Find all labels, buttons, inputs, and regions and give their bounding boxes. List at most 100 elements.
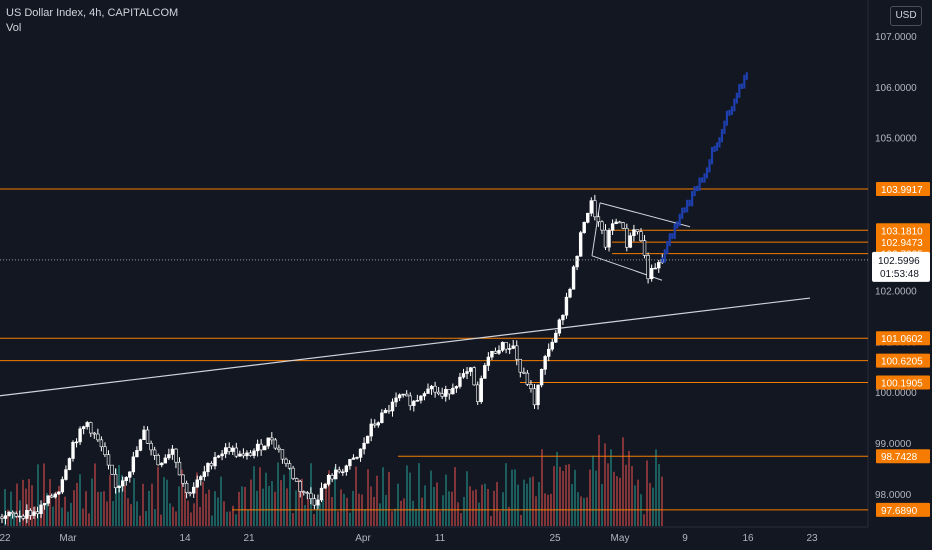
volume-bar (478, 502, 480, 526)
volume-bar (106, 501, 108, 526)
volume-bar (406, 465, 408, 526)
candle (522, 371, 526, 374)
candle (536, 384, 540, 406)
candle (128, 471, 132, 478)
flag-upper-line[interactable] (599, 202, 691, 228)
x-tick-label: Mar (59, 533, 77, 544)
candle (277, 447, 281, 450)
level-price-tag[interactable] (876, 353, 930, 368)
candle (42, 503, 47, 506)
candle (170, 448, 175, 455)
volume-bar (184, 488, 186, 526)
volume-bar (634, 485, 636, 526)
volume-bar (661, 476, 663, 526)
candle (465, 371, 469, 374)
candle (497, 350, 501, 354)
candle (657, 262, 661, 269)
volume-bar (172, 506, 174, 526)
candle (302, 491, 306, 493)
candle (479, 378, 483, 402)
candle (344, 465, 349, 473)
candle (156, 455, 160, 466)
volume-bar (82, 508, 84, 526)
candle (206, 463, 210, 473)
volume-bar (298, 479, 300, 526)
volume-bar (364, 509, 366, 526)
candle (373, 423, 377, 426)
level-price-tag[interactable] (876, 331, 930, 346)
candle (429, 385, 434, 390)
level-price-tag[interactable] (876, 182, 930, 197)
volume-bar (307, 498, 309, 526)
volume-bar (187, 500, 189, 526)
volume-bar (202, 481, 204, 526)
volume-bar (613, 471, 615, 526)
candle (163, 457, 167, 464)
x-tick-label: 21 (243, 533, 255, 544)
candle (231, 447, 235, 452)
trendline[interactable] (0, 297, 811, 397)
volume-bar (505, 463, 507, 526)
candle (525, 372, 530, 385)
volume-bar (121, 474, 123, 526)
candle (607, 230, 611, 248)
candle (493, 350, 498, 354)
candle (451, 387, 455, 395)
volume-bar (583, 497, 585, 526)
candle (610, 223, 615, 231)
volume-bar (367, 469, 369, 526)
volume-bar (400, 500, 402, 526)
candle (14, 513, 18, 517)
candle (96, 433, 100, 441)
volume-bar (178, 486, 180, 526)
candle (81, 426, 86, 430)
candle (507, 348, 512, 350)
volume-bar (598, 434, 600, 526)
candle (135, 450, 139, 458)
currency-button[interactable]: USD (890, 6, 922, 26)
candle (238, 453, 242, 457)
volume-bar (214, 491, 216, 526)
volume-bar (250, 479, 252, 526)
candle (454, 386, 459, 389)
candle (369, 423, 373, 437)
candle (255, 443, 260, 452)
volume-indicator-label[interactable]: Vol (6, 22, 22, 34)
candle (309, 492, 313, 499)
x-tick-label: 25 (549, 533, 561, 544)
candle (280, 449, 285, 460)
level-price-tag[interactable] (876, 235, 930, 250)
candle (49, 495, 54, 498)
candle (550, 341, 554, 350)
volume-bar (433, 486, 435, 526)
level-price-label: 98.7428 (881, 452, 918, 463)
candle (582, 221, 586, 233)
level-price-tag[interactable] (876, 449, 930, 464)
candle (262, 445, 267, 451)
level-price-tag[interactable] (876, 375, 930, 390)
level-price-tag[interactable] (876, 502, 930, 517)
volume-bar (25, 488, 27, 526)
candle (426, 388, 430, 394)
volume-bar (460, 513, 462, 526)
candle (518, 358, 523, 373)
volume-bar (646, 460, 648, 526)
volume-bar (166, 479, 168, 526)
volume-bar (595, 470, 597, 526)
level-price-tag[interactable] (876, 223, 930, 238)
candle (358, 448, 363, 458)
volume-bar (652, 487, 654, 526)
candle (593, 200, 597, 218)
volume-bar (523, 479, 525, 526)
candle (380, 412, 384, 423)
candle (110, 464, 114, 475)
candle (213, 456, 217, 467)
candle (529, 384, 533, 390)
volume-bar (91, 478, 93, 526)
volume-bar (334, 466, 336, 526)
volume-bar (52, 506, 54, 526)
volume-bar (31, 485, 33, 526)
volume-bar (394, 508, 396, 526)
candle (106, 454, 111, 466)
